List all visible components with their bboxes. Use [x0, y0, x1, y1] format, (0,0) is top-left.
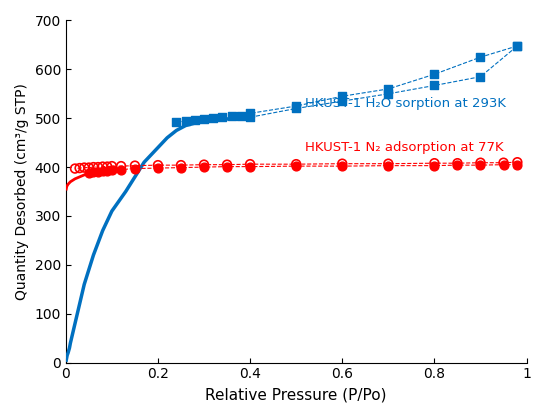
Point — [246, 161, 254, 168]
Point — [200, 116, 209, 123]
Point — [223, 161, 232, 168]
Point — [75, 165, 84, 171]
Point — [181, 118, 190, 125]
Point — [513, 43, 522, 49]
Point — [130, 162, 139, 169]
Point — [200, 164, 209, 171]
Point — [89, 169, 98, 176]
Point — [292, 103, 300, 109]
Point — [430, 71, 439, 78]
Point — [384, 161, 393, 167]
Point — [89, 164, 98, 171]
Point — [98, 163, 107, 170]
Point — [223, 163, 232, 170]
Text: HKUST-1 N₂ adsorption at 77K: HKUST-1 N₂ adsorption at 77K — [305, 141, 504, 154]
X-axis label: Relative Pressure (P/Po): Relative Pressure (P/Po) — [205, 387, 387, 402]
Point — [338, 98, 347, 105]
Point — [338, 163, 347, 169]
Point — [338, 93, 347, 100]
Point — [499, 161, 508, 168]
Point — [513, 43, 522, 49]
Point — [453, 162, 462, 168]
Point — [85, 170, 93, 177]
Point — [80, 164, 88, 171]
Point — [246, 163, 254, 170]
Point — [200, 161, 209, 168]
Text: HKUST-1 H₂O sorption at 293K: HKUST-1 H₂O sorption at 293K — [305, 97, 506, 110]
Point — [453, 160, 462, 166]
Point — [430, 160, 439, 166]
Point — [94, 168, 103, 175]
Point — [292, 161, 300, 168]
Point — [218, 114, 227, 121]
Point — [499, 159, 508, 166]
Point — [513, 159, 522, 166]
Point — [103, 163, 111, 170]
Point — [117, 163, 126, 169]
Y-axis label: Quantity Desorbed (cm³/g STP): Quantity Desorbed (cm³/g STP) — [15, 83, 29, 300]
Point — [103, 167, 111, 174]
Point — [108, 163, 116, 169]
Point — [476, 159, 485, 166]
Point — [430, 82, 439, 89]
Point — [98, 168, 107, 174]
Point — [236, 113, 245, 119]
Point — [153, 162, 162, 168]
Point — [384, 162, 393, 169]
Point — [476, 162, 485, 168]
Point — [70, 165, 79, 172]
Point — [153, 165, 162, 171]
Point — [176, 162, 185, 168]
Point — [94, 164, 103, 171]
Point — [191, 117, 199, 123]
Point — [176, 164, 185, 171]
Point — [108, 167, 116, 173]
Point — [209, 115, 218, 122]
Point — [246, 110, 254, 117]
Point — [476, 54, 485, 60]
Point — [338, 161, 347, 167]
Point — [130, 165, 139, 172]
Point — [430, 162, 439, 169]
Point — [384, 85, 393, 92]
Point — [117, 166, 126, 173]
Point — [513, 161, 522, 168]
Point — [172, 119, 181, 126]
Point — [227, 113, 236, 120]
Point — [85, 164, 93, 171]
Point — [292, 105, 300, 112]
Point — [476, 73, 485, 80]
Point — [246, 114, 254, 121]
Point — [384, 90, 393, 97]
Point — [292, 163, 300, 169]
